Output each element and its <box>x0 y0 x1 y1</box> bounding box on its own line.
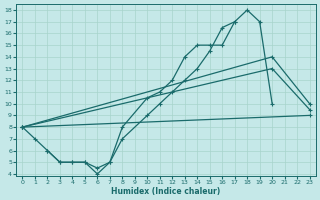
X-axis label: Humidex (Indice chaleur): Humidex (Indice chaleur) <box>111 187 221 196</box>
